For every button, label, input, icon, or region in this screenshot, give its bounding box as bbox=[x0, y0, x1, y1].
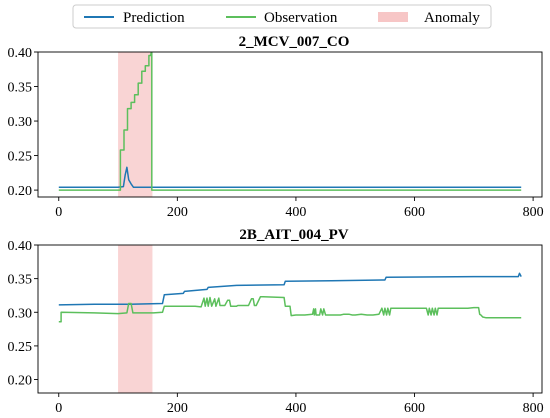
series-line-prediction-top bbox=[58, 166, 522, 189]
chart-panel-bottom: 2B_AIT_004_PV 0 200 400 600 800 0.20 0.25 0.30 0… bbox=[8, 227, 544, 416]
x-tick-label-top: 0 bbox=[55, 205, 62, 220]
x-tick-label-top: 400 bbox=[285, 205, 306, 220]
x-tick-label-top: 600 bbox=[404, 205, 425, 220]
y-tick-label-bottom: 0.30 bbox=[8, 306, 33, 321]
x-tick-label-bottom: 400 bbox=[285, 401, 306, 416]
y-tick-label-top: 0.30 bbox=[8, 115, 33, 130]
series-line-observation-top bbox=[58, 52, 522, 191]
legend: Prediction Observation Anomaly bbox=[72, 4, 492, 29]
chart-title-top: 2_MCV_007_CO bbox=[239, 34, 350, 50]
y-tick-label-bottom: 0.35 bbox=[8, 273, 33, 288]
y-tick-label-bottom: 0.25 bbox=[8, 340, 33, 355]
x-tick-label-bottom: 800 bbox=[523, 401, 544, 416]
x-tick-label-bottom: 600 bbox=[404, 401, 425, 416]
series-line-prediction-bottom bbox=[58, 272, 522, 306]
anomaly-span-bottom bbox=[118, 245, 153, 393]
y-tick-label-top: 0.40 bbox=[8, 46, 33, 61]
y-tick-label-top: 0.20 bbox=[8, 184, 33, 199]
y-tick-label-bottom: 0.20 bbox=[8, 374, 33, 389]
plot-frame-bottom bbox=[37, 244, 543, 394]
y-tick-label-bottom: 0.40 bbox=[8, 239, 33, 254]
y-tick-label-top: 0.35 bbox=[8, 81, 33, 96]
legend-swatch-anomaly bbox=[378, 12, 408, 22]
y-tick-label-top: 0.25 bbox=[8, 150, 33, 165]
chart-panel-top: 2_MCV_007_CO 0 200 400 600 800 0.20 0.25 0.30 0.… bbox=[8, 34, 544, 220]
legend-label-anomaly: Anomaly bbox=[424, 10, 480, 26]
x-tick-label-bottom: 200 bbox=[167, 401, 188, 416]
legend-frame bbox=[72, 4, 492, 29]
anomaly-span-top bbox=[118, 52, 153, 197]
x-tick-label-top: 800 bbox=[523, 205, 544, 220]
plot-frame-top bbox=[37, 51, 543, 198]
legend-label-prediction: Prediction bbox=[123, 10, 185, 26]
x-tick-label-bottom: 0 bbox=[55, 401, 62, 416]
series-line-observation-bottom bbox=[58, 296, 522, 323]
legend-label-observation: Observation bbox=[264, 10, 338, 26]
x-tick-label-top: 200 bbox=[167, 205, 188, 220]
chart-title-bottom: 2B_AIT_004_PV bbox=[239, 227, 348, 243]
